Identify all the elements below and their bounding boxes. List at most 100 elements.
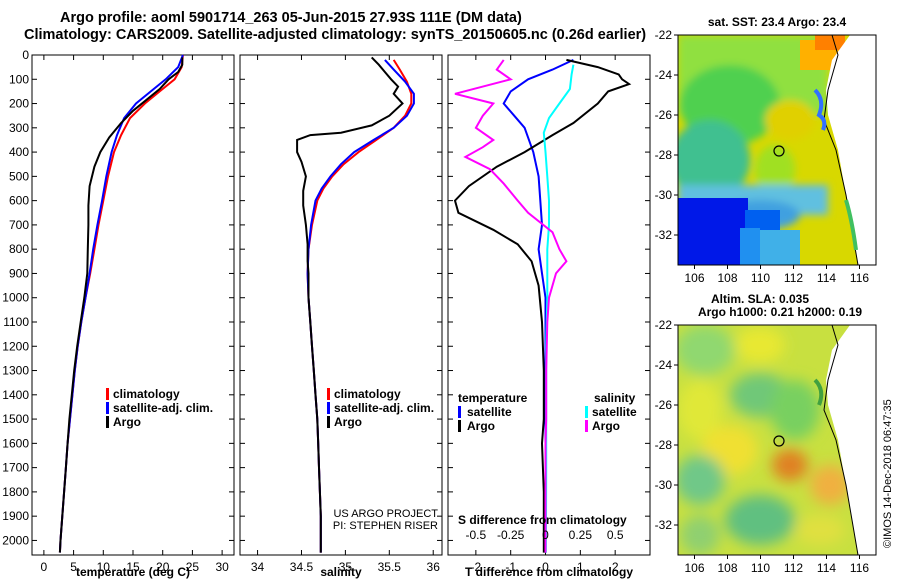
temperature-xtick-label: 5 bbox=[70, 560, 77, 574]
sst-map-panel bbox=[678, 35, 876, 265]
sst-map-ytick-label: -26 bbox=[655, 108, 673, 122]
diff-s-tick-label: -0.5 bbox=[466, 528, 487, 542]
title-line-1: Argo profile: aoml 5901714_263 05-Jun-20… bbox=[60, 10, 522, 26]
salinity-xtick-label: 35.5 bbox=[378, 560, 402, 574]
depth-tick-label: 100 bbox=[9, 72, 29, 86]
sla-coastline bbox=[823, 325, 859, 555]
sla-map-xtick-label: 108 bbox=[717, 561, 737, 575]
sst-map-ytick-label: -24 bbox=[655, 68, 673, 82]
sla-map-xtick-label: 114 bbox=[817, 561, 836, 575]
temperature-legend-swatch bbox=[106, 416, 109, 428]
difference-xtick-label: 2 bbox=[612, 560, 619, 574]
temperature-series-climatology bbox=[58, 54, 184, 553]
sst-map-xtick-label: 110 bbox=[751, 271, 770, 285]
diff-legend-salinity-title: salinity bbox=[594, 391, 636, 405]
depth-tick-label: 2000 bbox=[2, 533, 29, 547]
temperature-xtick-label: 30 bbox=[215, 560, 229, 574]
sst-map-xtick-label: 108 bbox=[717, 271, 737, 285]
salinity-legend-label: Argo bbox=[334, 415, 362, 429]
sla-map-ytick-label: -32 bbox=[655, 518, 673, 532]
depth-tick-label: 200 bbox=[9, 97, 29, 111]
temperature-xtick-label: 0 bbox=[41, 560, 48, 574]
credit-line-2: PI: STEPHEN RISER bbox=[333, 520, 438, 532]
sla-map-title-2: Argo h1000: 0.21 h2000: 0.19 bbox=[698, 305, 862, 319]
difference-xtick-label: -1 bbox=[505, 560, 516, 574]
temperature-xtick-label: 20 bbox=[156, 560, 170, 574]
depth-tick-label: 400 bbox=[9, 145, 29, 159]
depth-tick-label: 1800 bbox=[2, 485, 29, 499]
difference-xtick-label: -2 bbox=[471, 560, 482, 574]
diff-legend-t-swatch bbox=[458, 420, 461, 432]
salinity-legend-swatch bbox=[327, 402, 330, 414]
title-line-2: Climatology: CARS2009. Satellite-adjuste… bbox=[24, 27, 647, 43]
temperature-xlabel: temperature (deg C) bbox=[76, 565, 190, 579]
diff-legend-t-label: Argo bbox=[467, 419, 495, 433]
salinity-xlabel: salinity bbox=[320, 565, 362, 579]
depth-tick-label: 1300 bbox=[2, 364, 29, 378]
sla-map-ytick-label: -22 bbox=[655, 318, 673, 332]
temperature-frame bbox=[31, 54, 235, 556]
salinity-legend-label: satellite-adj. clim. bbox=[334, 401, 434, 415]
sst-map-ytick-label: -30 bbox=[655, 188, 673, 202]
sst-map-ytick-label: -28 bbox=[655, 148, 673, 162]
temperature-legend-label: climatology bbox=[113, 387, 180, 401]
diff-s-tick-label: -0.25 bbox=[497, 528, 525, 542]
sst-map-ytick-label: -32 bbox=[655, 228, 673, 242]
sla-land bbox=[826, 325, 876, 555]
salinity-legend-swatch bbox=[327, 416, 330, 428]
sst-map-xtick-label: 114 bbox=[817, 271, 836, 285]
chart-layer: 0100200300400500600700800900100011001200… bbox=[2, 15, 869, 579]
diff-legend-temperature-title: temperature bbox=[458, 391, 528, 405]
difference-xlabel: T difference from climatology bbox=[465, 565, 633, 579]
difference-xtick-label: 0 bbox=[542, 560, 549, 574]
sla-map-panel bbox=[678, 325, 876, 555]
depth-tick-label: 500 bbox=[9, 169, 29, 183]
salinity-xtick-label: 34.5 bbox=[290, 560, 314, 574]
temperature-legend-label: Argo bbox=[113, 415, 141, 429]
difference-frame bbox=[447, 54, 651, 556]
sla-map-title-1: Altim. SLA: 0.035 bbox=[711, 292, 809, 306]
diff-legend-s-swatch bbox=[585, 420, 588, 432]
sla-map-xtick-label: 116 bbox=[850, 561, 869, 575]
salinity-frame bbox=[239, 54, 443, 556]
depth-tick-label: 600 bbox=[9, 194, 29, 208]
sla-map-ytick-label: -28 bbox=[655, 438, 673, 452]
depth-tick-label: 1500 bbox=[2, 412, 29, 426]
temperature-series-argo bbox=[58, 57, 184, 553]
sla-argo-marker bbox=[773, 435, 785, 447]
sst-argo-marker bbox=[773, 145, 785, 157]
salinity-series-argo bbox=[296, 56, 404, 553]
depth-tick-label: 1700 bbox=[2, 461, 29, 475]
sst-map-xtick-label: 106 bbox=[684, 271, 704, 285]
difference-series-t-argo bbox=[453, 58, 632, 553]
sla-map-ytick-label: -26 bbox=[655, 398, 673, 412]
sla-map-ytick-label: -24 bbox=[655, 358, 673, 372]
depth-tick-label: 1000 bbox=[2, 291, 29, 305]
sla-map-ytick-label: -30 bbox=[655, 478, 673, 492]
sst-map-frame bbox=[677, 34, 877, 266]
temperature-legend-swatch bbox=[106, 388, 109, 400]
temperature-xtick-label: 15 bbox=[126, 560, 140, 574]
diff-s-axis-label: S difference from climatology bbox=[458, 513, 627, 527]
depth-tick-label: 900 bbox=[9, 266, 29, 280]
diff-legend-t-swatch bbox=[458, 406, 461, 418]
salinity-xtick-label: 36 bbox=[427, 560, 441, 574]
depth-tick-label: 1600 bbox=[2, 436, 29, 450]
diff-legend-t-label: satellite bbox=[467, 405, 512, 419]
sst-map-ytick-label: -22 bbox=[655, 28, 673, 42]
difference-series-s-argo bbox=[454, 59, 568, 553]
salinity-legend-label: climatology bbox=[334, 387, 401, 401]
sst-map-title: sat. SST: 23.4 Argo: 23.4 bbox=[708, 15, 847, 29]
sla-map-frame bbox=[677, 324, 877, 556]
depth-tick-label: 300 bbox=[9, 121, 29, 135]
diff-legend-s-swatch bbox=[585, 406, 588, 418]
sla-map-xtick-label: 110 bbox=[751, 561, 770, 575]
salinity-xtick-label: 34 bbox=[251, 560, 265, 574]
sst-cold-region bbox=[678, 198, 748, 265]
depth-tick-label: 700 bbox=[9, 218, 29, 232]
diff-s-tick-label: 0.5 bbox=[607, 528, 624, 542]
sla-map-xtick-label: 112 bbox=[784, 561, 803, 575]
depth-tick-label: 1200 bbox=[2, 339, 29, 353]
temperature-series-satellite-adj-clim- bbox=[58, 54, 184, 553]
